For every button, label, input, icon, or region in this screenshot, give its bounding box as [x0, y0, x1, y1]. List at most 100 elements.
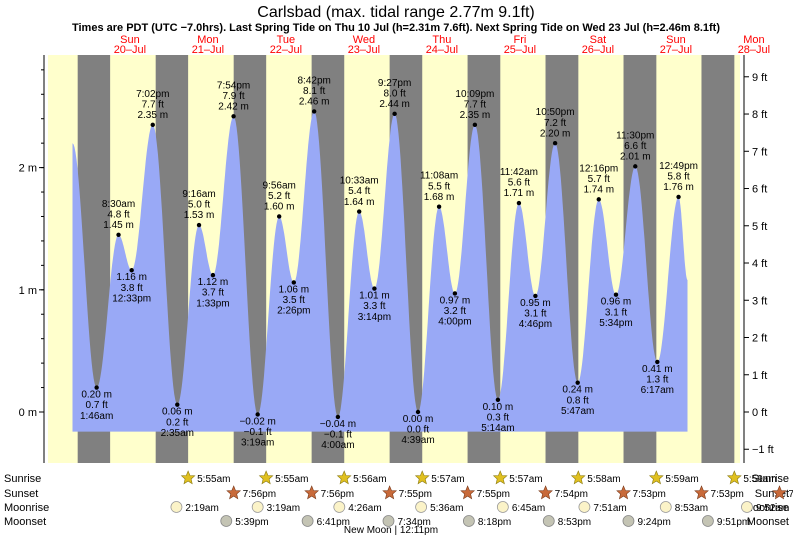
tide-label-ft: 3.1 ft — [524, 309, 546, 320]
sunset-time: 7:52pm — [788, 489, 793, 500]
right-tick-label: 8 ft — [752, 109, 767, 121]
tide-label-time: 9:56am — [263, 180, 296, 191]
sunset-time: 7:54pm — [555, 489, 588, 500]
tide-label-m: 0.10 m — [483, 402, 514, 413]
sunset-icon — [694, 485, 709, 500]
tide-extreme-point — [676, 194, 681, 200]
day-header-date: 21–Jul — [192, 44, 224, 56]
tide-label-ft: 5.0 ft — [188, 200, 210, 211]
day-header-date: 25–Jul — [504, 44, 536, 56]
moonrise-icon — [578, 501, 591, 513]
day-header-dow: Fri — [513, 34, 526, 46]
tide-label-m: 1.74 m — [583, 185, 614, 196]
moonset-time: 7:34pm — [397, 517, 430, 528]
tide-label-time: 5:14am — [481, 423, 514, 434]
day-header-dow: Mon — [197, 34, 218, 46]
sunset-icon — [616, 485, 631, 500]
day-header-date: 20–Jul — [114, 44, 146, 56]
tide-label-ft: 3.3 ft — [363, 301, 385, 312]
day-header-date: 24–Jul — [426, 44, 458, 56]
left-tick-label: 1 m — [19, 285, 37, 297]
tide-label-m: 1.76 m — [663, 182, 694, 193]
day-header-dow: Sun — [120, 34, 140, 46]
sunset-time: 7:53pm — [633, 489, 666, 500]
tide-extreme-point — [94, 385, 99, 390]
tide-label-time: 9:16am — [182, 189, 215, 200]
row-label-sunrise-right: Sunrise — [752, 473, 789, 485]
moonset-time: 9:51pm — [717, 517, 750, 528]
tide-label-time: 7:54pm — [217, 80, 250, 91]
tide-label-ft: 4.8 ft — [107, 209, 129, 220]
tide-label-ft: 8.0 ft — [383, 88, 405, 99]
tide-label-ft: 3.2 ft — [444, 306, 466, 317]
tide-extreme-point — [276, 214, 282, 219]
tide-label-ft: 5.8 ft — [667, 172, 689, 183]
tide-label-m: 0.06 m — [162, 407, 193, 418]
tide-curve — [72, 111, 688, 432]
tide-label-time: 11:42am — [500, 167, 538, 178]
tide-label-ft: 5.5 ft — [428, 181, 450, 192]
tide-extreme-point — [575, 380, 580, 385]
tide-label-m: 1.06 m — [279, 284, 310, 295]
tide-label-m: 1.68 m — [424, 192, 455, 203]
sunrise-icon — [336, 470, 352, 485]
sunrise-time: 5:59am — [665, 474, 698, 485]
tide-extreme-point — [129, 268, 134, 273]
tide-label-time: 7:02pm — [136, 89, 169, 100]
row-label-moonset: Moonset — [4, 516, 46, 528]
sun-moon-almanac: Sunrise Sunrise Sunset Sunset Moonrise Moonri… — [4, 470, 793, 528]
moonset-icon — [301, 515, 314, 527]
sunset-icon — [460, 485, 476, 500]
tide-extreme-point — [116, 232, 121, 238]
tide-extreme-point — [633, 164, 638, 169]
tide-label-time: 4:00pm — [438, 317, 471, 328]
tide-label-time: 10:33am — [340, 176, 379, 187]
right-tick-label: 5 ft — [752, 221, 767, 233]
moonrise-icon — [333, 501, 346, 513]
tide-extreme-point — [196, 222, 202, 228]
day-header-date: 28–Jul — [738, 44, 770, 56]
tide-extreme-point — [356, 209, 362, 214]
tide-extreme-point — [335, 414, 341, 420]
tide-label-m: 0.95 m — [520, 298, 551, 309]
tide-label-time: 8:30am — [102, 199, 135, 210]
row-label-sunset: Sunset — [4, 488, 38, 500]
day-header-dow: Thu — [432, 34, 451, 46]
tide-label-m: 2.42 m — [218, 101, 249, 112]
moonset-time: 8:53pm — [558, 517, 591, 528]
tide-label-m: 0.00 m — [403, 414, 434, 425]
tide-label-time: 10:50pm — [536, 107, 575, 118]
day-headers: Sun20–JulMon21–JulTue22–JulWed23–JulThu2… — [114, 34, 770, 56]
moonrise-time: 3:19am — [267, 503, 300, 514]
sunrise-icon — [180, 470, 196, 485]
tide-label-time: 5:34pm — [599, 318, 632, 329]
tide-extreme-point — [436, 204, 442, 209]
day-header-dow: Tue — [277, 34, 296, 46]
sunrise-icon — [258, 470, 274, 485]
moonrise-time: 8:53am — [675, 503, 708, 514]
sunrise-time: 5:57am — [431, 474, 464, 485]
tide-label-ft: 5.6 ft — [508, 178, 530, 189]
tide-label-m: 2.35 m — [137, 110, 168, 121]
tide-label-m: 1.01 m — [359, 291, 390, 302]
row-label-sunset-right: Sunset — [755, 488, 789, 500]
tide-label-ft: 0.7 ft — [86, 400, 108, 411]
tide-label-m: 0.97 m — [440, 295, 471, 306]
tide-label-m: 2.01 m — [620, 152, 651, 163]
sunrise-icon — [414, 470, 430, 485]
tide-label-time: 1:33pm — [196, 298, 229, 309]
sunrise-icon — [648, 470, 664, 485]
tide-water-area — [72, 111, 688, 432]
tide-extreme-point — [613, 292, 619, 297]
day-header-date: 27–Jul — [660, 44, 692, 56]
tide-label-time: 11:30pm — [616, 130, 654, 141]
moonrise-time: 5:36am — [430, 503, 463, 514]
moonrise-icon — [496, 501, 509, 513]
tide-label-m: 2.46 m — [299, 97, 330, 108]
tide-extreme-point — [392, 111, 397, 117]
moonrise-icon — [415, 501, 428, 513]
moonrise-time: 6:45am — [512, 503, 545, 514]
tide-label-ft: 5.2 ft — [268, 191, 290, 202]
tide-label-m: 0.41 m — [642, 364, 673, 375]
